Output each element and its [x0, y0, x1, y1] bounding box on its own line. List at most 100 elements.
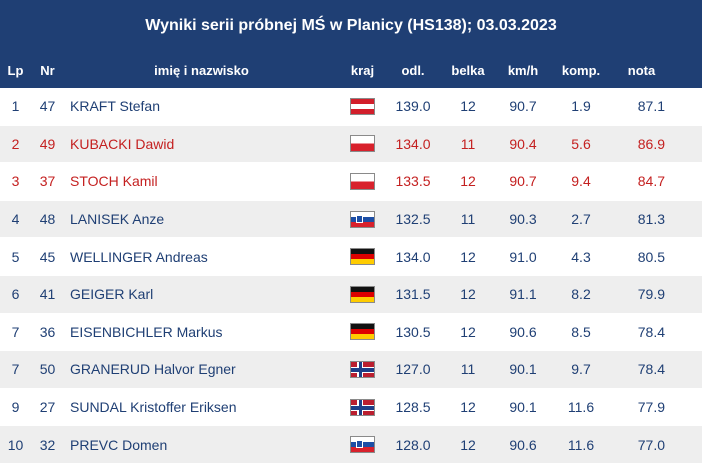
cell-belka: 12 — [460, 323, 476, 340]
si-flag-icon — [350, 436, 375, 454]
cell-belka: 11 — [460, 135, 476, 152]
cell-kraj — [339, 97, 386, 115]
pl-flag-icon — [350, 172, 375, 190]
cell-odl: 139.0 — [395, 98, 431, 115]
cell-komp: 4.3 — [571, 248, 591, 265]
cell-kmh: 90.1 — [509, 399, 537, 416]
cell-nr: 49 — [39, 135, 56, 152]
cell-belka: 12 — [460, 286, 476, 303]
cell-kraj — [339, 360, 386, 378]
cell-komp: 8.2 — [571, 286, 591, 303]
cell-kmh: 91.1 — [509, 286, 537, 303]
cell-name: WELLINGER Andreas — [70, 248, 208, 265]
pl-flag-icon — [350, 135, 375, 153]
cell-komp: 5.6 — [571, 135, 591, 152]
cell-nota: 86.9 — [637, 135, 665, 152]
cell-name: GRANERUD Halvor Egner — [70, 361, 236, 378]
cell-kmh: 90.4 — [509, 135, 537, 152]
cell-komp: 9.4 — [571, 173, 591, 190]
cell-kmh: 90.6 — [509, 436, 537, 453]
cell-nr: 32 — [39, 436, 56, 453]
cell-nr: 37 — [39, 173, 56, 190]
no-flag-icon — [350, 360, 375, 378]
table-row: 7 50 GRANERUD Halvor Egner 127.0 11 90.1 9.7 78… — [0, 351, 702, 389]
cell-kraj — [339, 248, 386, 266]
cell-odl: 128.0 — [395, 436, 431, 453]
cell-lp: 7 — [11, 361, 20, 378]
cell-name: STOCH Kamil — [70, 173, 158, 190]
cell-kraj — [339, 323, 386, 341]
cell-nota: 78.4 — [637, 323, 665, 340]
header-belka: belka — [451, 62, 485, 78]
cell-odl: 130.5 — [395, 323, 431, 340]
cell-odl: 133.5 — [395, 173, 431, 190]
table-row: 10 32 PREVC Domen 128.0 12 90.6 11.6 77.0 — [0, 426, 702, 464]
cell-lp: 1 — [11, 98, 20, 115]
cell-lp: 5 — [11, 248, 20, 265]
table-row: 1 47 KRAFT Stefan 139.0 12 90.7 1.9 87.1 — [0, 88, 702, 126]
cell-name: LANISEK Anze — [70, 211, 165, 228]
header-nota: nota — [627, 62, 656, 78]
header-kraj: kraj — [350, 62, 375, 78]
cell-nr: 36 — [39, 323, 56, 340]
cell-kmh: 91.0 — [509, 248, 537, 265]
cell-komp: 2.7 — [571, 211, 591, 228]
cell-odl: 131.5 — [395, 286, 431, 303]
table-body: 1 47 KRAFT Stefan 139.0 12 90.7 1.9 87.1 2 49 KUBA… — [0, 88, 702, 464]
table-row: 2 49 KUBACKI Dawid 134.0 11 90.4 5.6 86.9 — [0, 125, 702, 164]
cell-lp: 9 — [11, 399, 20, 416]
cell-belka: 12 — [460, 248, 476, 265]
cell-odl: 127.0 — [395, 361, 431, 378]
cell-kraj — [339, 135, 386, 153]
header-odl: odl. — [401, 62, 425, 78]
cell-nr: 41 — [39, 286, 56, 303]
cell-lp: 3 — [11, 173, 20, 190]
cell-name: KRAFT Stefan — [70, 98, 161, 115]
de-flag-icon — [350, 285, 375, 303]
si-flag-icon — [350, 210, 375, 228]
cell-komp: 11.6 — [567, 399, 595, 416]
cell-odl: 134.0 — [395, 135, 431, 152]
cell-nr: 27 — [39, 399, 56, 416]
cell-kmh: 90.7 — [509, 173, 537, 190]
table-title-text: Wyniki serii próbnej MŚ w Planicy (HS138… — [145, 17, 557, 34]
table-row: 5 45 WELLINGER Andreas 134.0 12 91.0 4.3 80.5 — [0, 238, 702, 276]
cell-komp: 11.6 — [567, 436, 595, 453]
header-name: imię i nazwisko — [154, 62, 249, 78]
header-kmh: km/h — [507, 62, 539, 78]
cell-kraj — [339, 210, 386, 228]
cell-name: PREVC Domen — [70, 436, 168, 453]
cell-name: GEIGER Karl — [70, 286, 154, 303]
table-row: 6 41 GEIGER Karl 131.5 12 91.1 8.2 79.9 — [0, 275, 702, 314]
header-nr: Nr — [40, 62, 55, 78]
cell-nr: 48 — [39, 211, 56, 228]
cell-odl: 134.0 — [395, 248, 431, 265]
cell-kmh: 90.3 — [509, 211, 537, 228]
cell-kmh: 90.1 — [509, 361, 537, 378]
cell-nota: 81.3 — [637, 211, 665, 228]
cell-name: EISENBICHLER Markus — [70, 323, 223, 340]
cell-odl: 132.5 — [395, 211, 431, 228]
cell-kraj — [339, 172, 386, 190]
table-row: 3 37 STOCH Kamil 133.5 12 90.7 9.4 84.7 — [0, 163, 702, 201]
cell-name: SUNDAL Kristoffer Eriksen — [70, 399, 237, 416]
cell-belka: 12 — [460, 98, 476, 115]
table-title: Wyniki serii próbnej MŚ w Planicy (HS138… — [0, 0, 702, 52]
header-komp: komp. — [561, 62, 601, 78]
cell-nota: 87.1 — [637, 98, 665, 115]
cell-belka: 12 — [460, 436, 476, 453]
de-flag-icon — [350, 248, 375, 266]
table-row: 7 36 EISENBICHLER Markus 130.5 12 90.6 8.5 78.4 — [0, 314, 702, 352]
cell-lp: 6 — [11, 286, 20, 303]
table-row: 9 27 SUNDAL Kristoffer Eriksen 128.5 12 90.1 1… — [0, 389, 702, 427]
de-flag-icon — [350, 323, 375, 341]
table-row: 4 48 LANISEK Anze 132.5 11 90.3 2.7 81.3 — [0, 200, 702, 239]
cell-kmh: 90.7 — [509, 98, 537, 115]
cell-lp: 2 — [11, 135, 20, 152]
cell-belka: 11 — [460, 361, 476, 378]
cell-belka: 11 — [460, 211, 476, 228]
cell-kraj — [339, 436, 386, 454]
cell-kraj — [339, 285, 386, 303]
cell-kraj — [339, 398, 386, 416]
cell-nota: 80.5 — [637, 248, 665, 265]
